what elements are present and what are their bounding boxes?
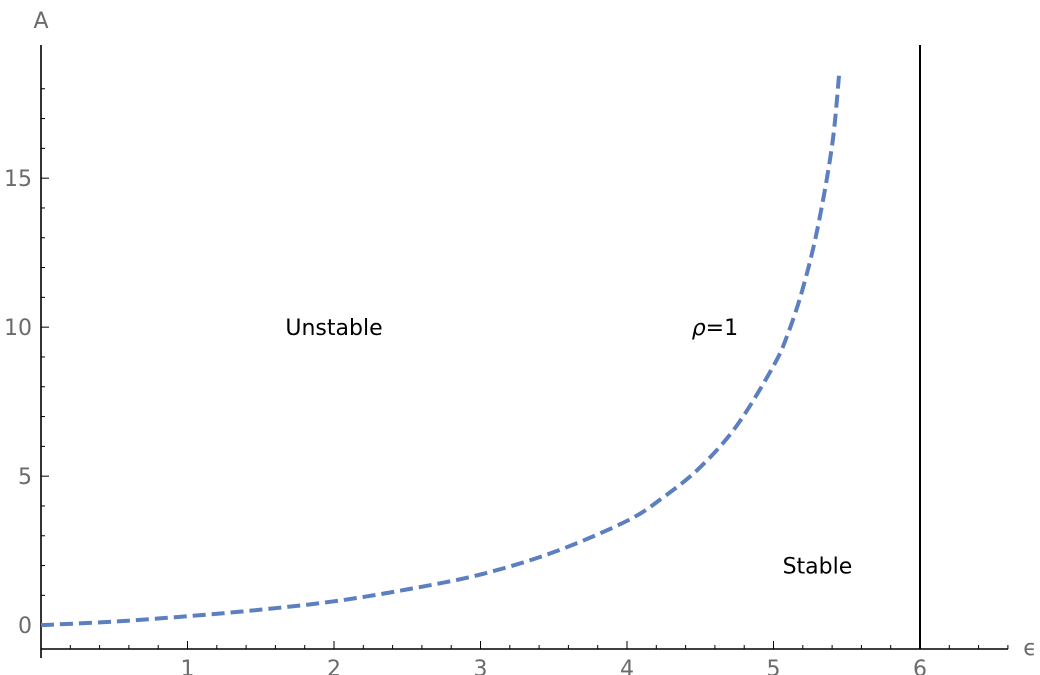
x-tick-label: 2 bbox=[327, 657, 341, 675]
annotation-symbol: ρ bbox=[692, 316, 706, 341]
annotations: Unstable ρ=1 Stable bbox=[285, 316, 852, 579]
ticks: 1 2 3 4 5 6 0 5 10 15 bbox=[4, 88, 1009, 675]
y-tick-label: 5 bbox=[18, 465, 32, 490]
annotation: Stable bbox=[783, 555, 853, 580]
series-line-rho-1 bbox=[40, 70, 842, 628]
x-tick-label: 1 bbox=[181, 657, 195, 675]
x-tick-label: 4 bbox=[620, 657, 634, 675]
x-tick-label: 3 bbox=[474, 657, 488, 675]
y-tick-label: 10 bbox=[4, 316, 32, 341]
y-axis-label: A bbox=[33, 9, 48, 34]
annotation: Unstable bbox=[285, 316, 382, 341]
x-axis-label: ϵ bbox=[1023, 636, 1037, 661]
axes: ϵA bbox=[33, 9, 1036, 661]
y-tick-label: 15 bbox=[4, 167, 32, 192]
x-tick-label: 6 bbox=[913, 657, 927, 675]
y-tick-label: 0 bbox=[18, 614, 32, 639]
x-tick-label: 5 bbox=[767, 657, 781, 675]
series bbox=[40, 45, 921, 649]
annotation-value: =1 bbox=[706, 316, 738, 341]
annotation: ρ=1 bbox=[692, 316, 738, 341]
